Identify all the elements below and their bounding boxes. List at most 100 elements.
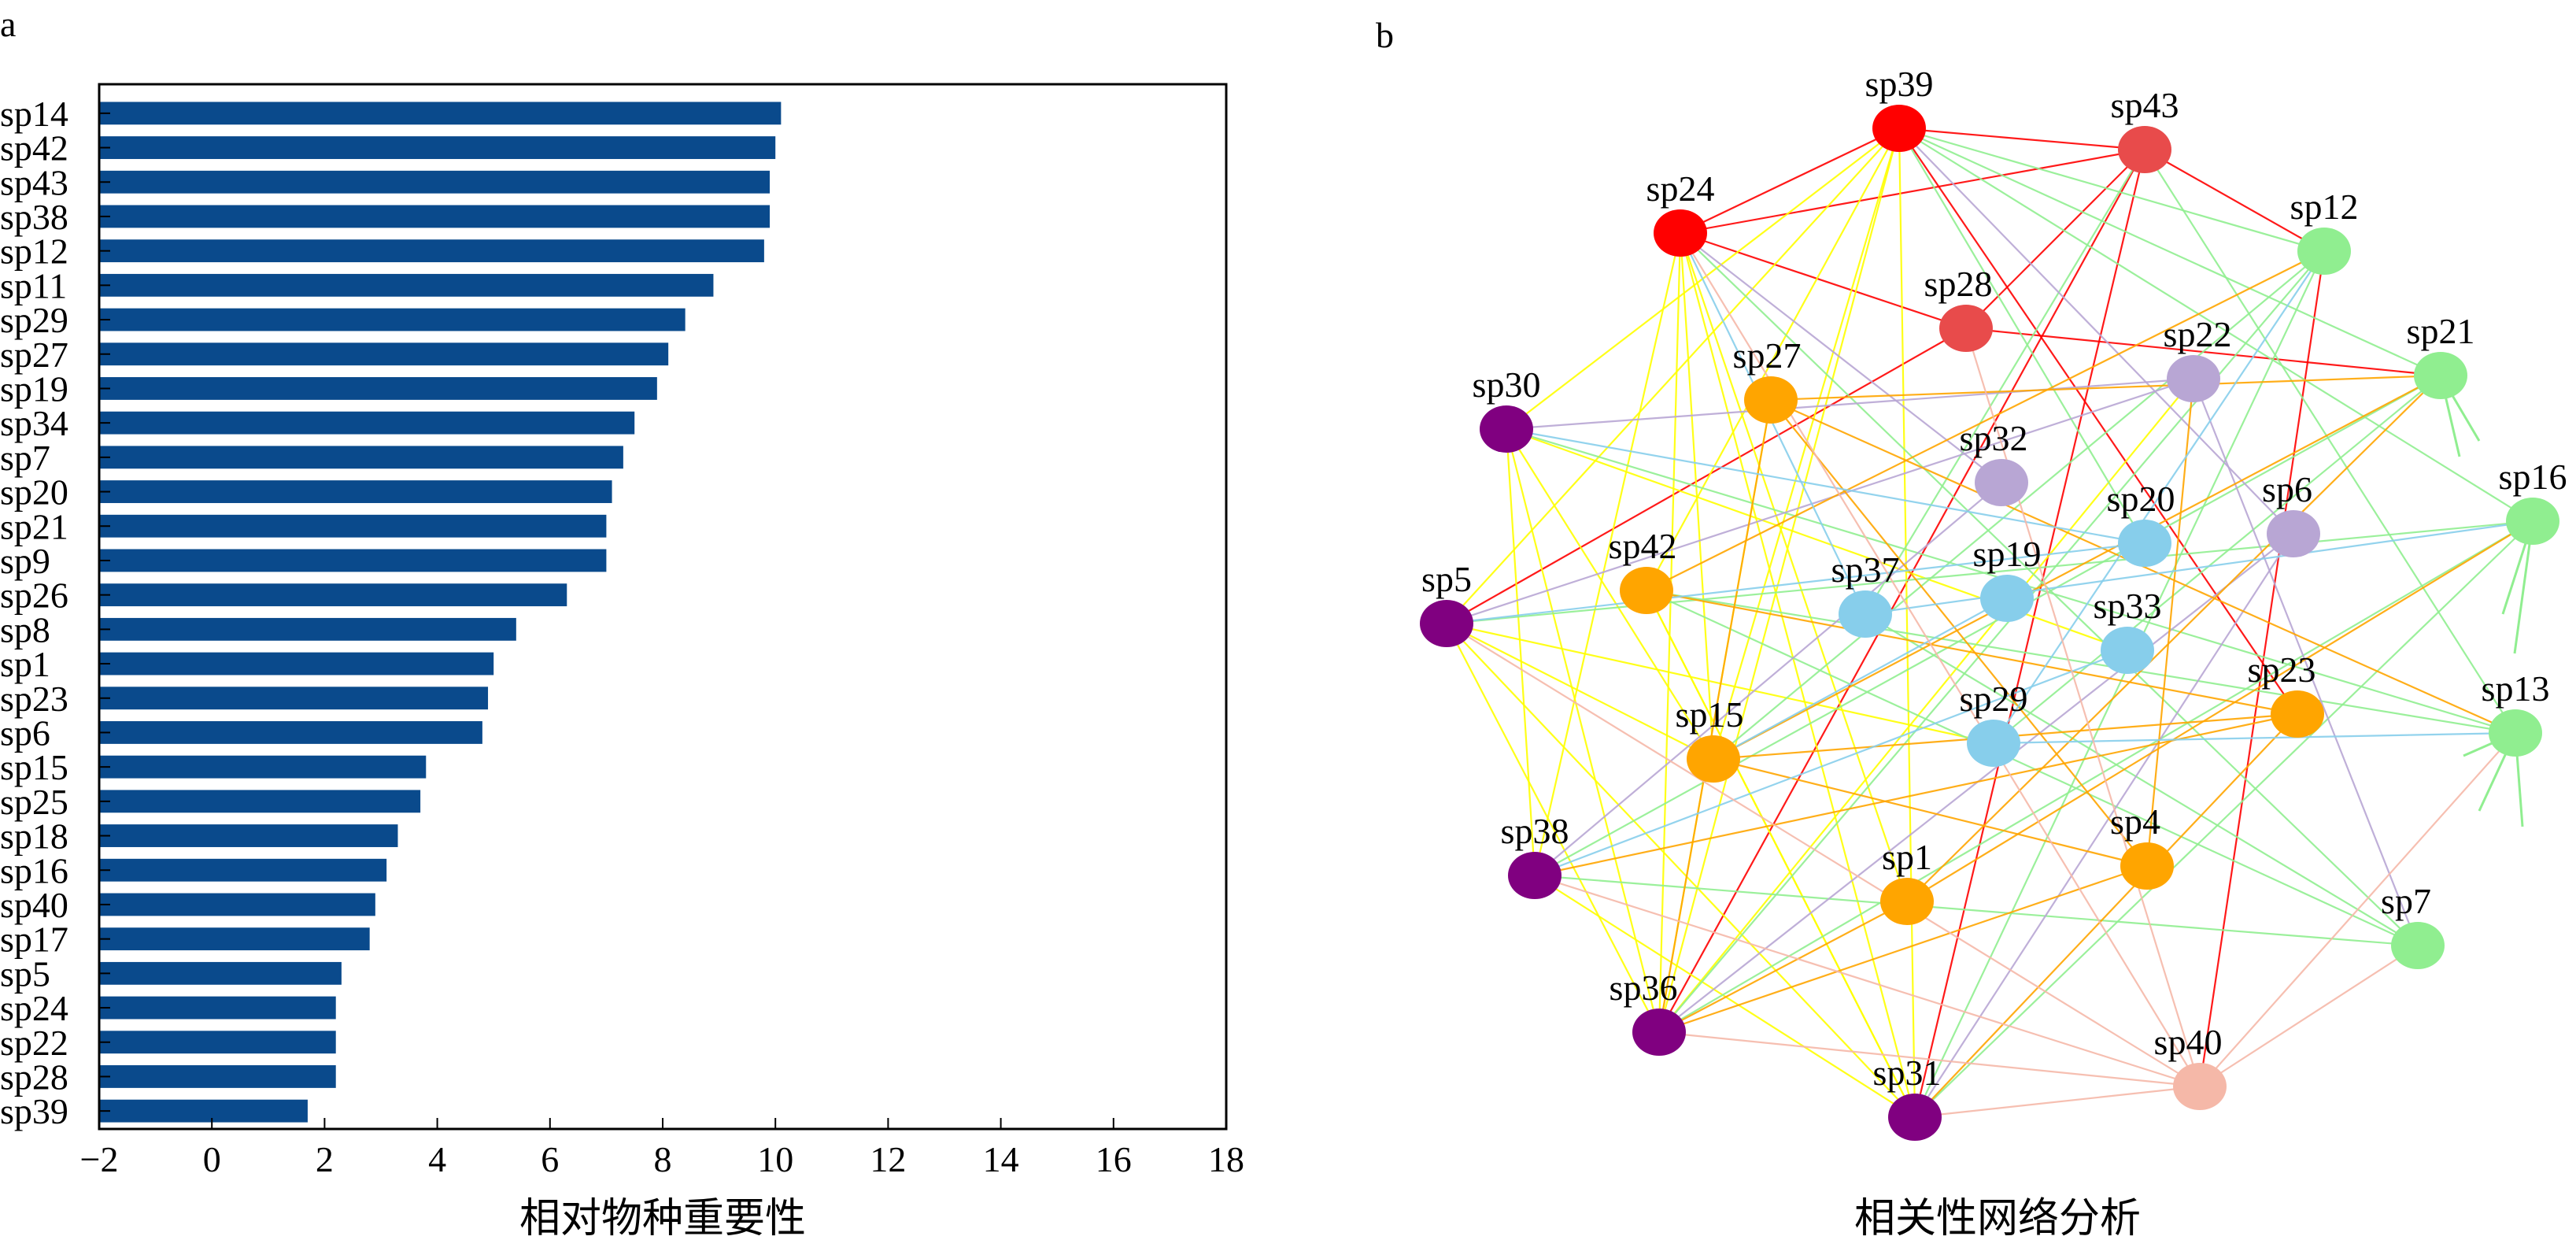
node-sp1 bbox=[1880, 878, 1934, 925]
edge-sp7-sp38 bbox=[1534, 874, 2419, 947]
edge-sp39-sp42 bbox=[1646, 128, 1900, 591]
edge-sp42-sp12 bbox=[1646, 250, 2325, 591]
edge-sp5-sp15 bbox=[1446, 623, 1714, 760]
edge-sp23-sp38 bbox=[1534, 712, 2298, 877]
bar-sp38 bbox=[99, 205, 771, 228]
bar-sp34 bbox=[99, 411, 635, 435]
edge-sp28-sp5 bbox=[1446, 328, 1967, 624]
category-label-sp39: sp39 bbox=[0, 1091, 68, 1131]
x-tick-label: 18 bbox=[1208, 1139, 1244, 1179]
bar-sp7 bbox=[99, 446, 623, 469]
edge-sp40-sp24 bbox=[1680, 232, 2201, 1087]
edge-sp42-sp23 bbox=[1646, 589, 2298, 716]
edge-sp23-sp31 bbox=[1914, 713, 2298, 1118]
edge-sp29-sp12 bbox=[1993, 250, 2325, 744]
edge-sp30-sp36 bbox=[1505, 428, 1661, 1033]
bar-category-labels: sp14sp42sp43sp38sp12sp11sp29sp27sp19sp34… bbox=[0, 94, 110, 1131]
edge-sp43-sp31 bbox=[1913, 149, 2146, 1118]
node-sp15 bbox=[1687, 735, 1740, 783]
node-sp40 bbox=[2173, 1063, 2227, 1110]
node-label-sp12: sp12 bbox=[2290, 187, 2359, 227]
edge-sp19-sp15 bbox=[1713, 598, 2008, 760]
edge-sp22-sp7 bbox=[2192, 378, 2419, 946]
bar-sp1 bbox=[99, 652, 494, 675]
category-label-sp18: sp18 bbox=[0, 816, 68, 857]
edge-sp38-sp31 bbox=[1534, 875, 1916, 1118]
edge-sp43-sp12 bbox=[2144, 149, 2325, 252]
edge-sp43-sp24 bbox=[1680, 148, 2145, 235]
bar-sp27 bbox=[99, 342, 669, 366]
category-label-sp22: sp22 bbox=[0, 1023, 68, 1063]
edge-sp7-sp37 bbox=[1865, 613, 2419, 946]
edge-sp16-sp31 bbox=[1914, 520, 2533, 1118]
edge-sp39-sp23 bbox=[1898, 128, 2298, 715]
node-label-sp31: sp31 bbox=[1873, 1053, 1942, 1093]
bar-sp43 bbox=[99, 170, 771, 194]
edge-sp20-sp30 bbox=[1506, 427, 2145, 545]
edge-sp12-sp31 bbox=[1914, 250, 2325, 1118]
category-label-sp16: sp16 bbox=[0, 850, 68, 890]
node-label-sp33: sp33 bbox=[2094, 586, 2162, 626]
edge-sp33-sp38 bbox=[1534, 649, 2128, 877]
node-label-sp32: sp32 bbox=[1960, 418, 2028, 458]
bar-sp21 bbox=[99, 514, 607, 538]
edge-sp39-sp24 bbox=[1680, 128, 1900, 234]
node-sp37 bbox=[1839, 590, 1892, 638]
category-label-sp26: sp26 bbox=[0, 576, 68, 616]
edge-sp30-sp15 bbox=[1506, 428, 1714, 760]
network-x-axis-title: 相关性网络分析 bbox=[1854, 1197, 2141, 1242]
edge-sp30-sp38 bbox=[1505, 428, 1536, 876]
node-label-sp15: sp15 bbox=[1676, 694, 1744, 735]
x-tick-label: 2 bbox=[316, 1139, 334, 1179]
panel-letter-b: b bbox=[1376, 15, 1394, 55]
node-sp16 bbox=[2506, 498, 2559, 545]
bar-sp17 bbox=[99, 927, 370, 951]
edge-sp13-sp42 bbox=[1646, 589, 2516, 735]
node-sp7 bbox=[2391, 922, 2445, 969]
bar-x-ticks: −2 0 2 4 6 8 10 12 14 16 18 bbox=[80, 1118, 1244, 1179]
node-label-sp23: sp23 bbox=[2248, 650, 2316, 690]
x-tick-label: 14 bbox=[983, 1139, 1019, 1179]
edge-sp39-sp12 bbox=[1898, 127, 2325, 253]
category-label-sp21: sp21 bbox=[0, 506, 68, 546]
edge-sp1-sp36 bbox=[1658, 901, 1908, 1033]
node-sp30 bbox=[1480, 405, 1533, 453]
edge-sp37-sp16 bbox=[1865, 520, 2533, 616]
category-label-sp15: sp15 bbox=[0, 747, 68, 787]
node-sp20 bbox=[2118, 520, 2171, 567]
bar-sp19 bbox=[99, 377, 657, 400]
node-label-sp7: sp7 bbox=[2381, 881, 2431, 921]
node-label-sp43: sp43 bbox=[2111, 85, 2179, 125]
edge-sp40-sp5 bbox=[1446, 623, 2201, 1087]
node-sp24 bbox=[1654, 209, 1707, 257]
node-label-sp13: sp13 bbox=[2482, 668, 2550, 709]
bar-sp5 bbox=[99, 961, 342, 985]
x-tick-label: −2 bbox=[80, 1139, 119, 1179]
edge-sp37-sp24 bbox=[1680, 232, 1866, 615]
x-tick-label: 4 bbox=[428, 1139, 446, 1179]
network-edges bbox=[1446, 127, 2534, 1119]
edge-sp40-sp36 bbox=[1658, 1031, 2201, 1088]
edge-sp1-sp16 bbox=[1906, 520, 2533, 902]
bar-sp22 bbox=[99, 1031, 336, 1054]
bar-chart: sp14sp42sp43sp38sp12sp11sp29sp27sp19sp34… bbox=[0, 83, 1244, 1242]
edge-sp21-sp29 bbox=[1993, 375, 2441, 744]
edge-sp24-sp1 bbox=[1679, 232, 1909, 902]
edge-sp43-sp13 bbox=[2144, 149, 2516, 734]
edge-sp40-sp7 bbox=[2199, 945, 2419, 1087]
bar-sp26 bbox=[99, 583, 567, 607]
bar-series bbox=[99, 102, 782, 1123]
edge-sp39-sp16 bbox=[1898, 128, 2533, 522]
category-label-sp11: sp11 bbox=[0, 265, 67, 305]
bar-x-axis-title: 相对物种重要性 bbox=[519, 1197, 806, 1242]
edge-sp5-sp36 bbox=[1446, 623, 1660, 1033]
node-sp31 bbox=[1888, 1094, 1942, 1141]
network-chart: sp39 sp43 sp24 sp28 sp12 sp21 sp16 sp13 sp7 sp22 s… bbox=[1420, 64, 2567, 1242]
edge-sp24-sp36 bbox=[1658, 232, 1682, 1033]
category-label-sp34: sp34 bbox=[0, 403, 68, 443]
category-label-sp25: sp25 bbox=[0, 782, 68, 822]
node-sp32 bbox=[1975, 459, 2028, 506]
node-sp36 bbox=[1632, 1009, 1686, 1056]
x-tick-label: 0 bbox=[203, 1139, 221, 1179]
